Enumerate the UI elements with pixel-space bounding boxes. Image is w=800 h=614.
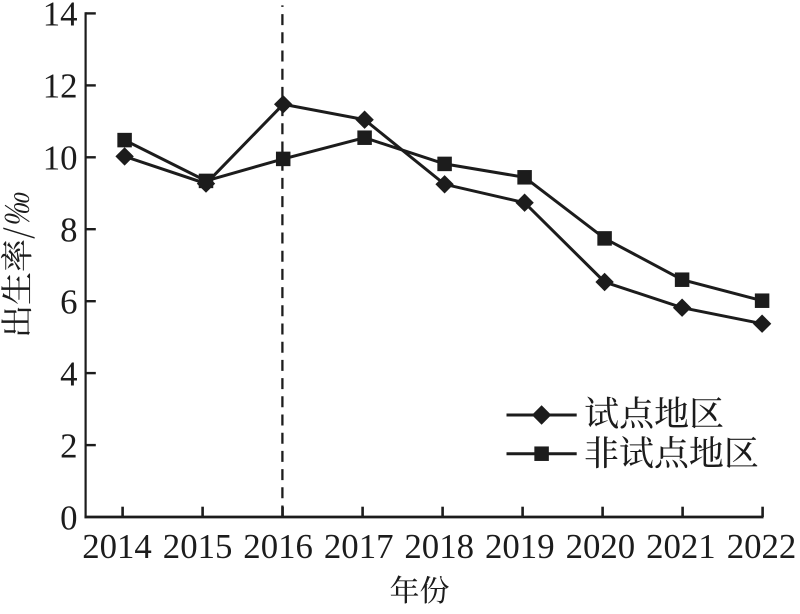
- svg-text:0: 0: [60, 498, 77, 537]
- svg-text:10: 10: [43, 139, 78, 178]
- svg-text:2018: 2018: [404, 527, 474, 566]
- svg-text:2019: 2019: [485, 527, 555, 566]
- svg-text:8: 8: [60, 211, 77, 250]
- svg-text:2020: 2020: [566, 527, 636, 566]
- svg-text:2021: 2021: [646, 527, 716, 566]
- svg-text:2022: 2022: [727, 527, 797, 566]
- svg-text:14: 14: [43, 0, 78, 34]
- svg-text:2014: 2014: [82, 527, 152, 566]
- svg-text:6: 6: [60, 283, 77, 322]
- svg-text:2: 2: [60, 426, 77, 465]
- svg-text:2015: 2015: [163, 527, 233, 566]
- svg-text:2016: 2016: [243, 527, 313, 566]
- svg-text:12: 12: [43, 67, 78, 106]
- svg-text:4: 4: [60, 354, 77, 393]
- svg-text:2017: 2017: [324, 527, 394, 566]
